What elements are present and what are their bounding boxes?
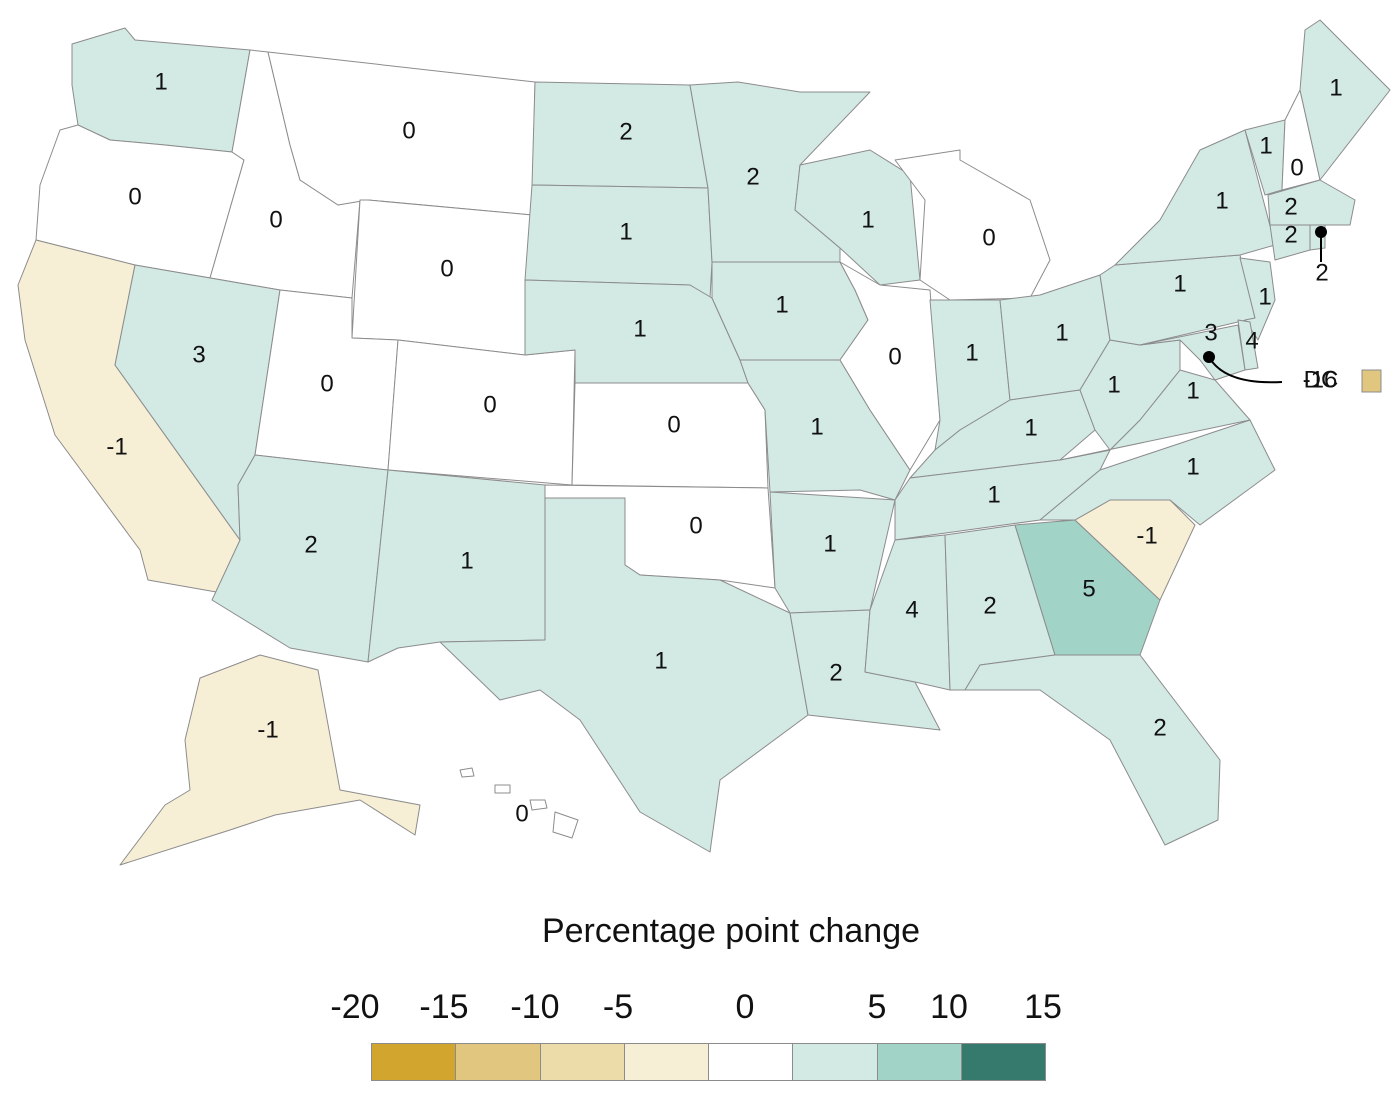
legend-tick-label: -5 [602,988,634,1026]
state-value-MS: 4 [905,596,918,623]
state-value-NJ: 1 [1258,283,1271,310]
dc-callout-line [1208,356,1283,384]
state-value-AL: 2 [983,592,996,619]
state-value-OK: 0 [689,512,702,539]
legend-tick-label: 10 [930,988,968,1026]
dc-swatch [1361,369,1382,393]
state-value-WV: 1 [1107,371,1120,398]
state-value-NY: 1 [1215,187,1228,214]
state-value-CA: -1 [106,433,127,460]
state-WI [794,149,921,286]
state-value-CO: 0 [483,391,496,418]
state-value-WY: 0 [440,255,453,282]
state-value-HI: 0 [515,800,528,827]
state-value-SC: -1 [1136,522,1157,549]
state-AZ [211,454,389,663]
state-MA [1267,179,1356,226]
state-value-AR: 1 [823,530,836,557]
state-value-AK: -1 [257,716,278,743]
state-IA [711,261,869,361]
dc-code-label: DC [1304,366,1339,393]
state-NC [1039,419,1276,526]
state-value-VA: 1 [1186,377,1199,404]
state-MD [1139,324,1246,381]
state-value-GA: 5 [1082,575,1095,602]
state-value-ND: 2 [619,118,632,145]
legend-swatch-7 [960,1043,1046,1081]
state-KS [571,382,769,489]
state-value-MI: 0 [982,224,995,251]
state-value-MO: 1 [810,413,823,440]
state-value-DE: 4 [1245,327,1258,354]
state-value-NH: 0 [1290,154,1303,181]
ri-marker [1315,226,1327,238]
state-value-IL: 0 [888,343,901,370]
state-value-UT: 0 [320,370,333,397]
state-HI-kauai [459,767,475,778]
state-TX [439,497,809,853]
state-value-CT: 2 [1284,221,1297,248]
state-MI [894,149,1051,301]
legend-swatch-0 [371,1043,457,1081]
state-value-AZ: 2 [304,531,317,558]
dc-marker [1203,351,1215,363]
state-value-VT: 1 [1259,132,1272,159]
state-HI-big [552,811,579,839]
state-value-TN: 1 [987,481,1000,508]
legend-tick-label: 0 [735,988,755,1026]
state-ME [1299,19,1391,181]
state-GA [1014,519,1161,656]
legend-swatch-1 [455,1043,541,1081]
state-NJ [1239,257,1276,341]
state-value-NC: 1 [1186,453,1199,480]
state-value-ID: 0 [269,206,282,233]
state-NM [367,469,546,663]
state-value-WI: 1 [861,206,874,233]
legend-swatch-5 [792,1043,878,1081]
legend-tick-label: -10 [510,988,560,1026]
legend-tick-label: 15 [1024,988,1062,1026]
legend-tick-label: -15 [419,988,469,1026]
state-value-IN: 1 [965,339,978,366]
state-value-KY: 1 [1024,414,1037,441]
state-value-DC: -16 [1303,366,1338,393]
state-value-TX: 1 [654,647,667,674]
state-value-KS: 0 [667,411,680,438]
legend-swatch-2 [539,1043,625,1081]
state-HI-oahu [494,784,511,794]
state-value-FL: 2 [1153,714,1166,741]
legend-tick-label: 5 [867,988,887,1026]
state-value-ME: 1 [1329,74,1342,101]
legend-swatch-6 [876,1043,962,1081]
state-FL [964,654,1221,846]
state-value-MT: 0 [402,117,415,144]
state-value-PA: 1 [1173,270,1186,297]
state-value-MN: 2 [746,163,759,190]
state-value-MA: 2 [1284,193,1297,220]
legend-swatch-3 [623,1043,709,1081]
legend-swatch-4 [708,1043,794,1081]
state-value-OR: 0 [128,183,141,210]
state-value-RI: 2 [1315,259,1328,286]
state-value-NE: 1 [633,315,646,342]
state-value-WA: 1 [154,68,167,95]
state-value-NV: 3 [192,341,205,368]
legend-color-scale [371,1043,1046,1081]
state-value-LA: 2 [829,659,842,686]
state-value-NM: 1 [460,547,473,574]
legend-tick-label: -20 [330,988,380,1026]
state-CO [387,339,576,486]
state-IL [839,261,941,471]
state-value-IA: 1 [775,291,788,318]
state-value-MD: 3 [1204,319,1217,346]
state-value-OH: 1 [1055,319,1068,346]
state-AK [119,654,421,866]
state-value-SD: 1 [619,218,632,245]
state-HI-maui [529,799,548,811]
legend-title: Percentage point change [541,912,921,950]
